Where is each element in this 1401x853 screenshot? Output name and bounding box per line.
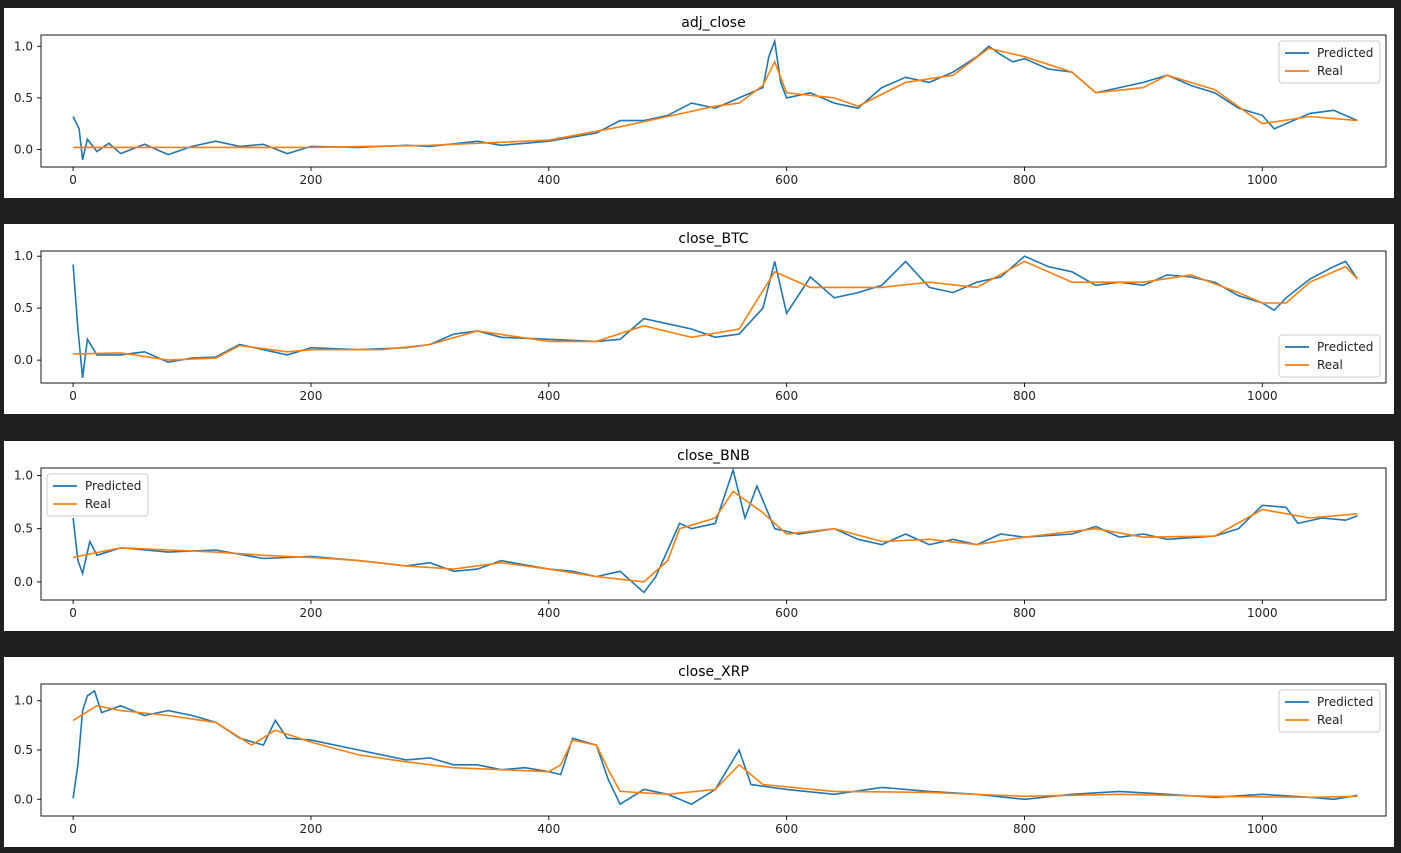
series-line-real	[72, 704, 1358, 799]
chart-title: close_XRP	[678, 664, 749, 680]
legend-label-real: Real	[85, 497, 111, 511]
x-tick-label: 400	[537, 173, 560, 187]
y-tick-label: 0.5	[14, 522, 33, 536]
chart-close-xrp: close_XRP 0 200 400 600 800 1000 0.0 0.5 1.0 Predi…	[14, 664, 1387, 836]
legend-box	[1278, 40, 1381, 84]
x-tick-label: 400	[537, 822, 560, 836]
legend-box	[1278, 689, 1381, 733]
chart-close-btc: close_BTC 0 200 400 600 800 1000 0.0 0.5 1.0 Predi…	[14, 231, 1387, 403]
y-tick-label: 0.5	[14, 301, 33, 315]
chart-legend: Predicted Real	[1278, 40, 1381, 84]
x-tick-label: 400	[537, 389, 560, 403]
chart-adj-close: adj_close 0 200 400 600 800 1000 0.0 0.5 1.0 Predi…	[14, 15, 1387, 187]
x-tick-label: 800	[1013, 389, 1036, 403]
chart-title: adj_close	[681, 15, 745, 31]
series-line-predicted	[72, 255, 1359, 378]
legend-box	[46, 473, 149, 517]
chart-title: close_BNB	[677, 448, 750, 464]
y-tick-label: 0.0	[14, 142, 33, 156]
legend-label-predicted: Predicted	[1317, 46, 1373, 60]
series-line-real	[72, 490, 1358, 583]
plot-frame	[40, 467, 1387, 601]
series-line-predicted	[72, 468, 1358, 594]
y-tick-label: 0.5	[14, 91, 33, 105]
chart-legend: Predicted Real	[46, 473, 149, 517]
x-tick-label: 1000	[1247, 389, 1278, 403]
legend-label-predicted: Predicted	[85, 479, 141, 493]
y-tick-label: 1.0	[14, 694, 33, 708]
legend-label-real: Real	[1317, 713, 1343, 727]
legend-label-real: Real	[1317, 358, 1343, 372]
chart-panel-adj-close: adj_close 0 200 400 600 800 1000 0.0 0.5 1.0 Predi…	[4, 8, 1394, 198]
x-tick-label: 0	[69, 173, 77, 187]
chart-legend: Predicted Real	[1278, 689, 1381, 733]
x-tick-label: 600	[775, 173, 798, 187]
legend-box	[1278, 334, 1381, 378]
chart-legend: Predicted Real	[1278, 334, 1381, 378]
x-tick-label: 200	[299, 173, 322, 187]
x-tick-label: 1000	[1247, 606, 1278, 620]
x-tick-label: 0	[69, 606, 77, 620]
x-tick-label: 600	[775, 822, 798, 836]
y-tick-label: 1.0	[14, 249, 33, 263]
y-tick-label: 0.0	[14, 353, 33, 367]
chart-panel-close-btc: close_BTC 0 200 400 600 800 1000 0.0 0.5 1.0 Predi…	[4, 224, 1394, 414]
x-tick-label: 800	[1013, 606, 1036, 620]
x-tick-label: 400	[537, 606, 560, 620]
chart-panel-close-xrp: close_XRP 0 200 400 600 800 1000 0.0 0.5 1.0 Predi…	[4, 657, 1394, 847]
y-tick-label: 1.0	[14, 39, 33, 53]
chart-close-bnb: close_BNB 0 200 400 600 800 1000 0.0 0.5 1.0 Predi…	[14, 448, 1387, 620]
x-tick-label: 0	[69, 389, 77, 403]
x-tick-label: 600	[775, 389, 798, 403]
series-line-real	[73, 260, 1359, 361]
series-line-real	[73, 47, 1358, 149]
x-tick-label: 600	[775, 606, 798, 620]
x-tick-label: 0	[69, 822, 77, 836]
y-tick-label: 0.0	[14, 575, 33, 589]
series-line-predicted	[72, 689, 1358, 806]
y-tick-label: 0.5	[14, 743, 33, 757]
x-tick-label: 200	[299, 822, 322, 836]
x-tick-label: 800	[1013, 173, 1036, 187]
legend-label-real: Real	[1317, 64, 1343, 78]
x-tick-label: 200	[299, 606, 322, 620]
plot-frame	[40, 250, 1387, 384]
series-line-predicted	[72, 38, 1358, 160]
y-tick-label: 1.0	[14, 468, 33, 482]
legend-label-predicted: Predicted	[1317, 695, 1373, 709]
legend-label-predicted: Predicted	[1317, 340, 1373, 354]
x-tick-label: 800	[1013, 822, 1036, 836]
y-tick-label: 0.0	[14, 792, 33, 806]
x-tick-label: 200	[299, 389, 322, 403]
plot-frame	[40, 34, 1387, 168]
x-tick-label: 1000	[1247, 173, 1278, 187]
chart-panel-close-bnb: close_BNB 0 200 400 600 800 1000 0.0 0.5 1.0 Predi…	[4, 441, 1394, 631]
chart-title: close_BTC	[678, 231, 748, 247]
x-tick-label: 1000	[1247, 822, 1278, 836]
